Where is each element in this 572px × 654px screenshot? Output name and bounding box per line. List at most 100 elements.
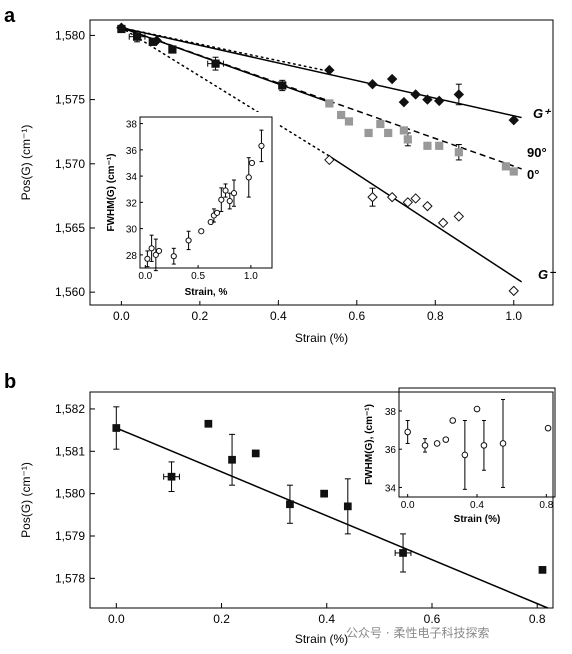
a-inset-y-axis-label: FWHM(G) (cm⁻¹) — [106, 153, 117, 231]
a-inset-data-point — [185, 237, 192, 244]
a-data-point — [337, 110, 346, 120]
a-data-point — [454, 148, 463, 157]
a-fit-line — [120, 26, 331, 157]
a-data-point — [453, 89, 465, 100]
a-data-point — [399, 126, 408, 135]
a-ytick-label: 1,560 — [55, 285, 85, 299]
a-inset-ytick-label: 36 — [126, 146, 138, 157]
b-inset-frame — [398, 387, 556, 498]
a-ytick-label: 1,565 — [55, 221, 85, 235]
a-data-point — [132, 32, 142, 41]
panel-label-b: b — [4, 371, 16, 393]
a-inset-data-point — [213, 209, 221, 216]
b-inset-x-axis-label: Strain (%) — [454, 514, 501, 525]
panel-a-chart: 0.0 0.2 0.4 0.6 0.8 1.0 1,560 1,565 1,570 1,575 1,… — [19, 19, 557, 345]
a-xtick-label: 0.8 — [427, 309, 444, 323]
a-fit-line — [120, 26, 331, 73]
b-x-axis-label: Strain (%) — [295, 632, 348, 646]
a-data-point — [410, 193, 421, 204]
b-inset-ytick-label: 36 — [385, 445, 397, 456]
a-data-point — [422, 94, 433, 105]
a-data-point — [148, 37, 157, 46]
a-data-point — [509, 167, 518, 176]
a-data-point — [384, 128, 393, 138]
a-inset-data-point — [258, 142, 265, 149]
a-inset-data-point — [152, 251, 159, 258]
a-data-point — [437, 217, 449, 229]
a-inset-xtick-label: 0.5 — [191, 271, 205, 282]
a-series-label: 0° — [527, 167, 539, 182]
watermark: 公众号 · 柔性电子科技探索 — [346, 626, 489, 640]
b-data-point — [251, 449, 260, 458]
b-ytick-label: 1,580 — [55, 487, 85, 501]
b-data-point — [286, 500, 294, 509]
b-inset-ytick-label: 34 — [385, 483, 397, 494]
a-series-label: G⁻ — [538, 267, 557, 282]
a-xtick-label: 0.4 — [270, 309, 287, 323]
b-xtick-label: 0.2 — [213, 612, 230, 626]
a-inset-xtick-label: 1.0 — [244, 271, 258, 282]
a-xtick-label: 0.0 — [113, 309, 130, 323]
b-inset-data-point — [480, 442, 488, 449]
a-data-point — [325, 99, 334, 108]
b-frame — [89, 391, 554, 609]
b-inset-ytick-label: 38 — [385, 407, 397, 418]
b-ytick-label: 1,581 — [55, 444, 85, 458]
a-data-point — [278, 81, 287, 90]
a-ytick-label: 1,570 — [55, 157, 85, 171]
a-data-point — [453, 211, 465, 222]
a-data-point — [367, 78, 378, 90]
a-data-point — [117, 24, 126, 34]
b-inset-xtick-label: 0.0 — [401, 500, 415, 511]
a-data-point — [423, 141, 432, 150]
b-xtick-label: 0.6 — [424, 612, 441, 626]
b-inset-y-axis-label: FWHM(G), (cm⁻¹) — [364, 404, 375, 485]
b-inset-data-point — [404, 428, 411, 436]
a-x-axis-label: Strain (%) — [295, 331, 348, 345]
a-data-point — [376, 119, 385, 129]
b-inset-data-point — [421, 442, 429, 449]
b-inset-data-point — [473, 405, 481, 413]
b-inset-xtick-label: 0.8 — [539, 500, 553, 511]
a-data-point — [367, 191, 378, 203]
a-data-point — [501, 162, 511, 171]
a-series-label: 90° — [527, 145, 547, 160]
a-inset-data-point — [218, 196, 225, 203]
b-inset-data-point — [433, 440, 441, 447]
b-data-point — [228, 455, 236, 464]
a-fit-line — [121, 26, 522, 119]
b-data-point — [343, 502, 352, 511]
b-data-point — [112, 424, 121, 432]
a-xtick-label: 0.2 — [192, 309, 209, 323]
a-data-point — [435, 141, 444, 150]
a-data-point — [324, 154, 335, 166]
a-data-point — [402, 197, 414, 208]
a-inset-data-point — [170, 253, 177, 260]
b-xtick-label: 0.8 — [529, 612, 546, 626]
b-inset-data-point — [442, 436, 450, 443]
a-data-point — [386, 73, 398, 85]
a-y-axis-label: Pos(G) (cm⁻¹) — [19, 125, 33, 201]
panel-b-inset: 0.0 0.4 0.8 34 36 38 Strain (%) FWHM(G), (cm⁻¹) — [364, 387, 556, 525]
panel-label-a: a — [4, 5, 16, 27]
a-ytick-label: 1,580 — [55, 28, 85, 42]
a-xtick-label: 0.6 — [348, 309, 365, 323]
panel-b-chart: 0.0 0.2 0.4 0.6 0.8 1,578 1,579 1,580 1,581 1,582… — [19, 391, 554, 646]
a-inset-data-point — [245, 174, 252, 181]
b-inset-data-point — [461, 451, 469, 459]
a-data-point — [434, 95, 445, 107]
b-data-point — [320, 489, 328, 498]
a-frame — [89, 19, 554, 306]
a-inset-ytick-label: 30 — [126, 225, 138, 236]
a-inset-data-point — [155, 247, 163, 255]
b-data-point — [167, 472, 176, 481]
a-data-point — [508, 285, 519, 297]
a-data-point — [403, 135, 412, 144]
a-fit-line — [328, 155, 523, 283]
a-inset-x-axis-label: Strain, % — [185, 287, 228, 298]
a-inset-data-point — [198, 228, 205, 235]
a-data-point — [398, 96, 410, 108]
a-xtick-label: 1.0 — [505, 309, 522, 323]
a-inset-data-point — [230, 190, 238, 197]
